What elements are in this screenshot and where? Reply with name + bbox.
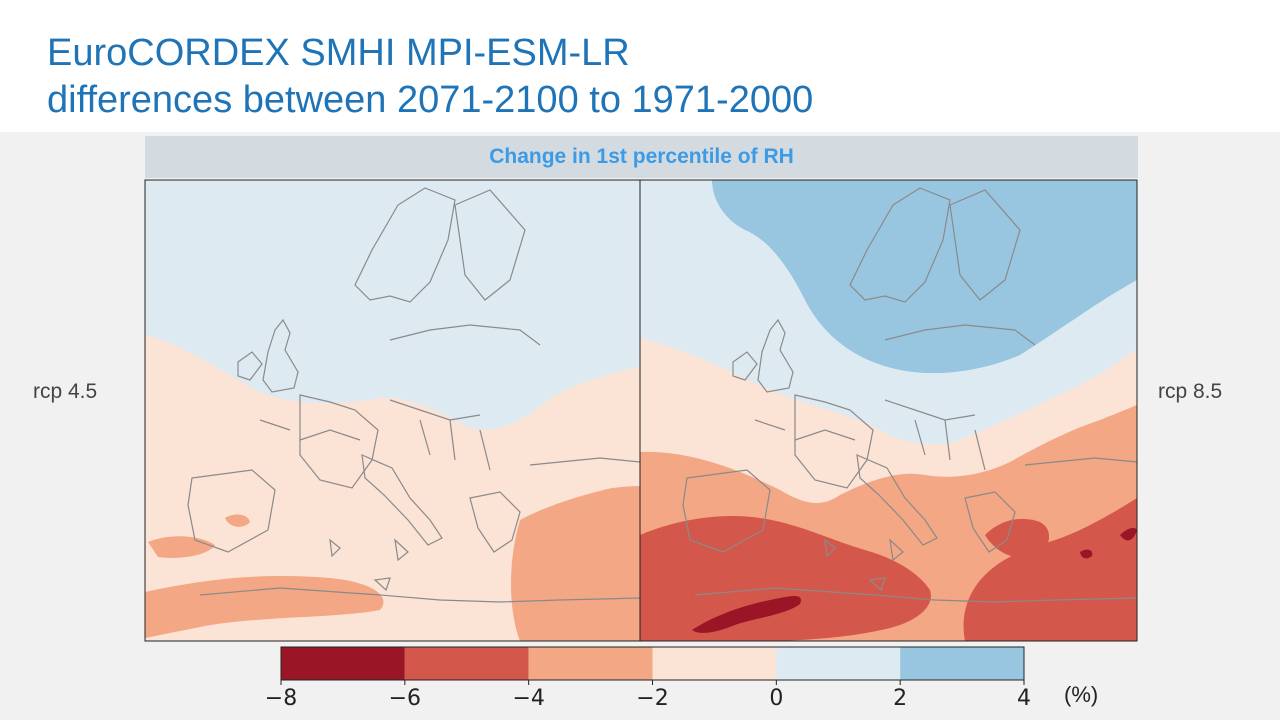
zone-minus8-to-minus6 bbox=[1120, 527, 1137, 541]
zone-minus6-to-minus4 bbox=[963, 498, 1137, 641]
left-scenario-label: rcp 4.5 bbox=[33, 380, 98, 403]
zone-minus6-to-minus4 bbox=[985, 518, 1050, 559]
colorbar-tick-label: 0 bbox=[769, 686, 783, 711]
colorbar-bin-4 bbox=[776, 647, 901, 680]
slide-title: EuroCORDEX SMHI MPI-ESM-LR differences b… bbox=[47, 30, 813, 124]
colorbar-bin-5 bbox=[900, 647, 1024, 680]
zone-minus8-to-minus6 bbox=[1080, 549, 1093, 559]
coastlines bbox=[187, 187, 640, 603]
right-scenario-label: rcp 8.5 bbox=[1158, 380, 1223, 403]
zone-minus4-to-minus2 bbox=[511, 486, 640, 641]
colorbar-tick-label: 2 bbox=[893, 686, 907, 711]
right-map-frame bbox=[639, 179, 1138, 642]
colorbar-tick-label: −6 bbox=[389, 686, 421, 711]
zone-minus6-to-minus4 bbox=[640, 515, 931, 641]
colorbar-tick-label: 4 bbox=[1017, 686, 1031, 711]
map-rcp85 bbox=[640, 180, 1137, 641]
colorbar-tick-label: −2 bbox=[636, 686, 668, 711]
colorbar: −8 −6 −4 −2 0 2 4 bbox=[265, 646, 1031, 711]
colorbar-bin-0 bbox=[281, 647, 405, 680]
zone-minus4-to-minus2 bbox=[225, 514, 250, 527]
title-line-1: EuroCORDEX SMHI MPI-ESM-LR bbox=[47, 32, 630, 74]
panel-header-text: Change in 1st percentile of RH bbox=[489, 145, 794, 168]
colorbar-tick-label: −4 bbox=[512, 686, 544, 711]
colorbar-bin-1 bbox=[404, 647, 529, 680]
colorbar-tick-label: −8 bbox=[265, 686, 297, 711]
panel-header: Change in 1st percentile of RH bbox=[145, 136, 1138, 178]
title-band bbox=[0, 0, 1280, 132]
zone-2-to-4 bbox=[712, 180, 1137, 374]
colorbar-bin-3 bbox=[652, 647, 777, 680]
unit-label: (%) bbox=[1064, 682, 1099, 707]
coastlines bbox=[682, 187, 1137, 603]
title-line-2: differences between 2071-2100 to 1971-20… bbox=[47, 79, 814, 121]
map-rcp45 bbox=[145, 180, 640, 641]
zone-minus8-to-minus6 bbox=[692, 596, 801, 633]
colorbar-bin-2 bbox=[528, 647, 653, 680]
